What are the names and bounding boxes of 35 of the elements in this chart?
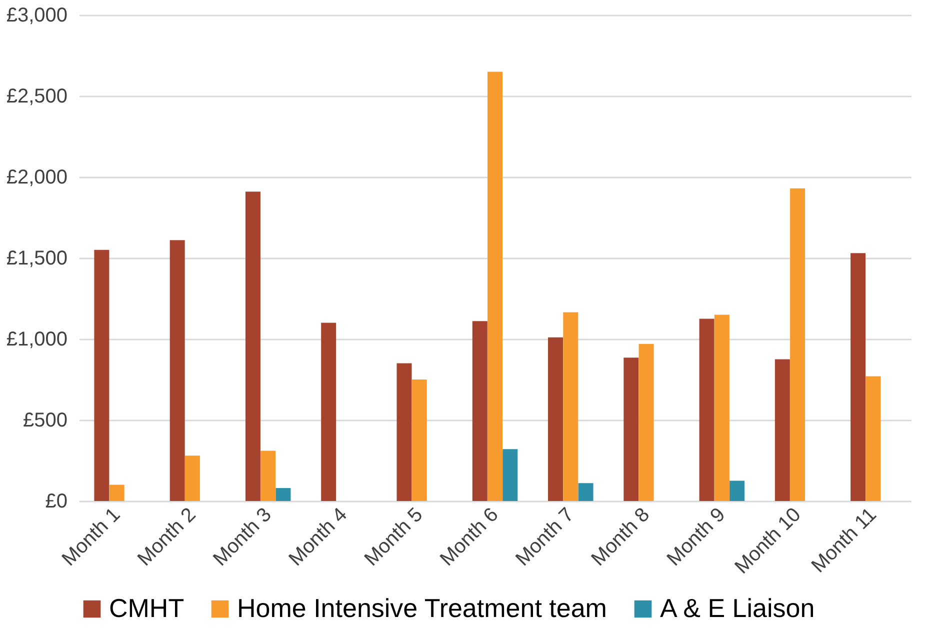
bar bbox=[94, 250, 110, 501]
bar bbox=[624, 358, 639, 501]
y-tick-label: £2,000 bbox=[6, 166, 68, 188]
legend-label: Home Intensive Treatment team bbox=[237, 593, 607, 623]
bar bbox=[790, 188, 806, 501]
bar bbox=[548, 337, 564, 501]
bar bbox=[488, 72, 502, 501]
y-tick-label: £0 bbox=[45, 490, 68, 512]
legend-label: CMHT bbox=[109, 593, 184, 623]
y-tick-label: £1,500 bbox=[6, 248, 68, 270]
bar bbox=[638, 344, 654, 501]
bar bbox=[412, 380, 427, 501]
bar bbox=[184, 456, 200, 501]
bar bbox=[472, 321, 488, 501]
bar bbox=[699, 318, 714, 501]
bar bbox=[396, 363, 412, 501]
y-tick-label: £2,500 bbox=[6, 86, 68, 108]
y-tick-label: £3,000 bbox=[6, 4, 68, 26]
bar bbox=[276, 488, 291, 501]
bar bbox=[850, 253, 866, 501]
legend-label: A & E Liaison bbox=[660, 593, 815, 623]
bar bbox=[321, 322, 336, 501]
bar bbox=[170, 240, 185, 501]
bar bbox=[730, 480, 745, 501]
bar bbox=[260, 450, 276, 501]
bar bbox=[774, 359, 790, 501]
y-tick-label: £1,000 bbox=[6, 328, 68, 350]
bar bbox=[578, 483, 594, 501]
bar bbox=[714, 314, 730, 501]
y-tick-label: £500 bbox=[23, 410, 68, 432]
bar bbox=[109, 484, 124, 501]
bar bbox=[866, 376, 881, 501]
bar bbox=[563, 312, 578, 501]
bar bbox=[245, 192, 260, 501]
bar bbox=[502, 449, 518, 501]
